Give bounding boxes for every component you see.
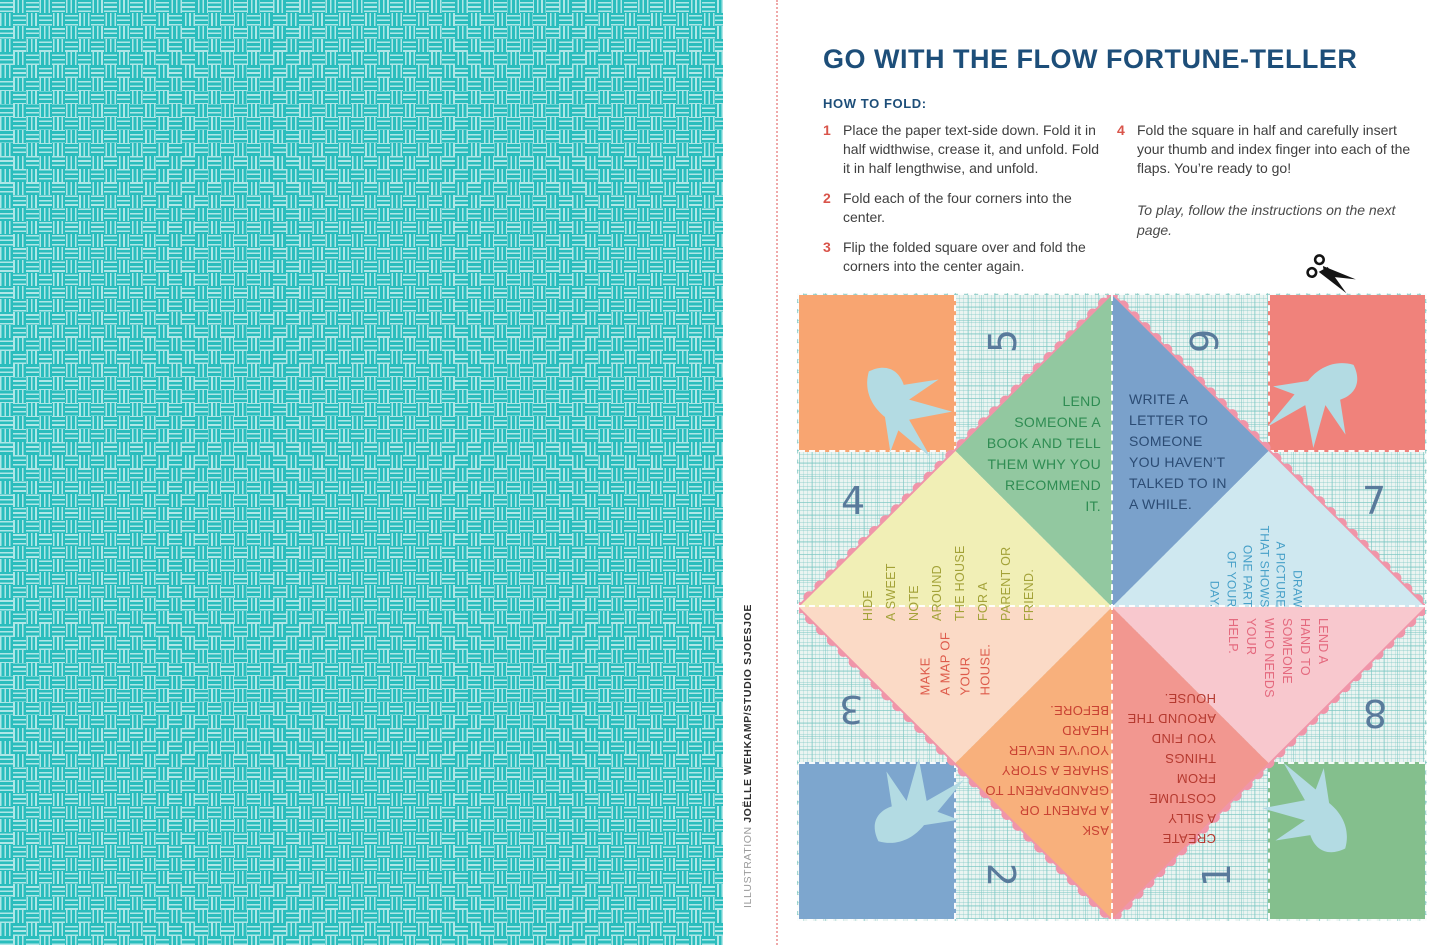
wedge-blue bbox=[1112, 295, 1269, 607]
wedge-salmon bbox=[1112, 607, 1269, 919]
page-title: GO WITH THE FLOW FORTUNE-TELLER bbox=[823, 44, 1358, 74]
steps-column-2: 4 Fold the square in half and carefully … bbox=[1117, 121, 1411, 241]
step-text: Place the paper text-side down. Fold it … bbox=[843, 122, 1100, 177]
center-fold-line-vertical bbox=[1111, 295, 1113, 919]
wedge-text-peach: MAKE A MAP OF YOUR HOUSE. bbox=[917, 631, 993, 696]
fold-step-2: 2 Fold each of the four corners into the… bbox=[823, 189, 1109, 227]
splash-icon-bottom-left bbox=[874, 758, 965, 843]
flap-number-3: 3 bbox=[839, 687, 864, 731]
wedge-lightblue bbox=[1112, 451, 1425, 607]
flap-number-1: 1 bbox=[1195, 862, 1240, 888]
left-page-pattern bbox=[0, 0, 723, 945]
splash-icon-top-right bbox=[1267, 363, 1358, 449]
wedge-pink bbox=[1112, 607, 1425, 763]
illustration-credit: ILLUSTRATION JOËLLE WEHKAMP/STUDIO SJOES… bbox=[742, 563, 757, 908]
fold-step-1: 1 Place the paper text-side down. Fold i… bbox=[823, 121, 1109, 178]
flap-number-6: 6 bbox=[1181, 328, 1226, 354]
wedge-orange bbox=[955, 607, 1112, 919]
credit-name: JOËLLE WEHKAMP/STUDIO SJOESJOE bbox=[742, 604, 754, 823]
step-number: 4 bbox=[1117, 122, 1125, 138]
scissors-icon bbox=[1306, 254, 1356, 294]
scalloped-border-beads bbox=[799, 295, 1425, 919]
wedge-text-lightblue: DRAW A PICTURE THAT SHOWS ONE PART OF YO… bbox=[1208, 525, 1305, 608]
credit-label: ILLUSTRATION bbox=[742, 826, 754, 908]
step-number: 3 bbox=[823, 239, 831, 256]
splash-icon-bottom-right bbox=[1262, 762, 1347, 853]
play-note: To play, follow the instructions on the … bbox=[1137, 202, 1396, 238]
step-text: Fold each of the four corners into the c… bbox=[843, 190, 1072, 226]
corner-flap-bottom-left bbox=[799, 762, 956, 919]
fortune-teller-template: LEND SOMEONE A BOOK AND TELL THEM WHY YO… bbox=[797, 293, 1427, 921]
flap-number-8: 8 bbox=[1363, 691, 1388, 735]
center-fold-line-horizontal bbox=[799, 605, 1425, 607]
fold-step-4: 4 Fold the square in half and carefully … bbox=[1117, 121, 1411, 178]
step-text: Fold the square in half and carefully in… bbox=[1137, 122, 1411, 177]
flap-number-4: 4 bbox=[841, 479, 866, 523]
wedge-text-salmon: CREATE A SILLY COSTUME FROM THINGS YOU F… bbox=[1127, 691, 1216, 846]
flap-number-5: 5 bbox=[981, 328, 1026, 354]
wedge-green bbox=[955, 295, 1112, 607]
step-number: 1 bbox=[823, 122, 831, 138]
wedge-text-pink: LEND A HAND TO SOMEONE WHO NEEDS YOUR HE… bbox=[1226, 618, 1330, 698]
fortune-teller-diamond bbox=[799, 295, 1425, 919]
wedge-yellow bbox=[799, 451, 1112, 607]
flap-number-2: 2 bbox=[979, 862, 1024, 888]
wedge-text-green: LEND SOMEONE A BOOK AND TELL THEM WHY YO… bbox=[986, 393, 1101, 514]
step-number: 2 bbox=[823, 190, 831, 207]
step-text: Flip the folded square over and fold the… bbox=[843, 239, 1086, 275]
wedge-text-yellow: HIDE A SWEET NOTE AROUND THE HOUSE FOR A… bbox=[861, 545, 1036, 621]
steps-column-1: 1 Place the paper text-side down. Fold i… bbox=[823, 121, 1109, 287]
fold-step-3: 3 Flip the folded square over and fold t… bbox=[823, 238, 1109, 276]
how-to-fold-heading: HOW TO FOLD: bbox=[823, 96, 927, 111]
wedge-text-orange: ASK A PARENT OR GRANDPARENT TO SHARE A S… bbox=[985, 703, 1109, 838]
wedge-text-blue: WRITE A LETTER TO SOMEONE YOU HAVEN’T TA… bbox=[1129, 391, 1227, 512]
splash-icon-top-left bbox=[867, 367, 953, 458]
page-fold-dotted-line bbox=[776, 0, 778, 945]
flap-number-7: 7 bbox=[1362, 479, 1387, 523]
wedge-peach bbox=[799, 607, 1112, 763]
